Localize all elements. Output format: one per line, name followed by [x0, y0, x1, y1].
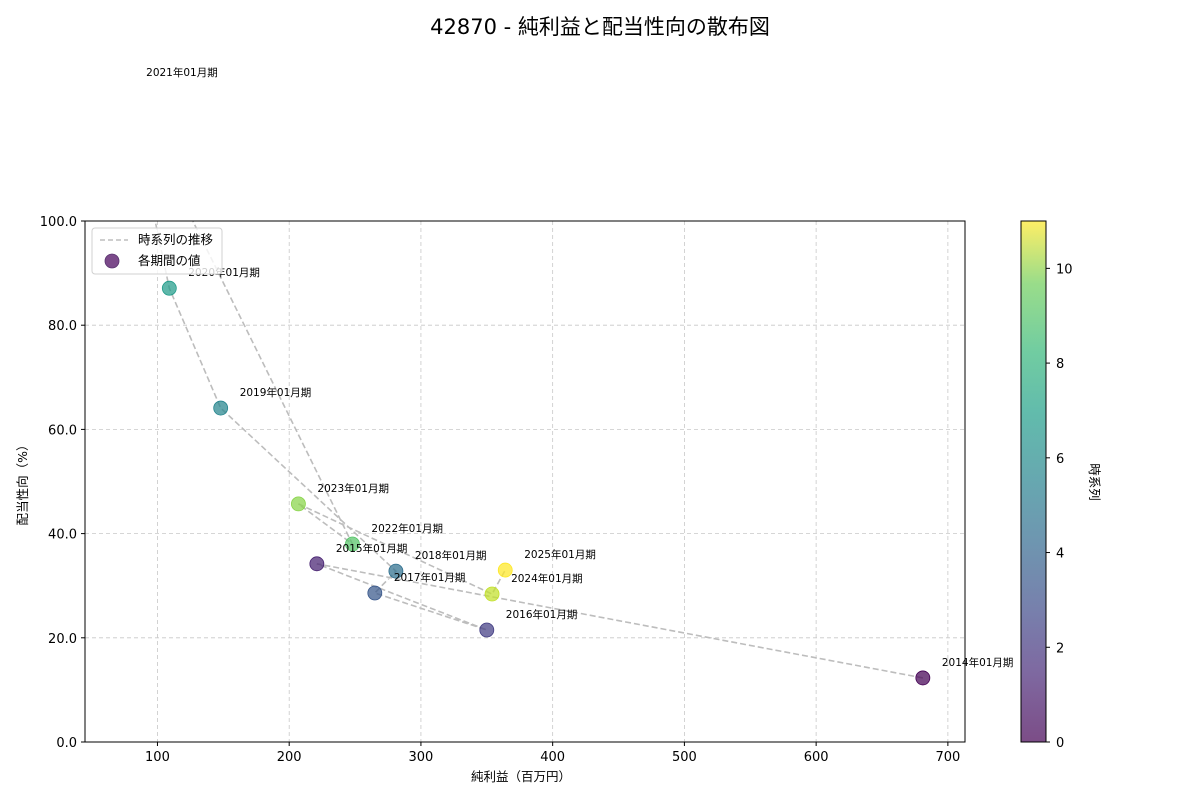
y-tick-label: 20.0	[48, 632, 77, 647]
y-tick-label: 40.0	[48, 528, 77, 543]
colorbar: 0 2 4 6 8 10 時系列	[1020, 220, 1102, 751]
colorbar-gradient	[1020, 220, 1047, 743]
data-point	[309, 556, 325, 572]
trend-polyline	[154, 221, 923, 679]
legend: 時系列の推移 各期間の値	[91, 227, 223, 275]
x-tick-label: 300	[409, 750, 434, 765]
data-point	[345, 536, 360, 552]
point-label: 2025年01月期	[524, 548, 596, 561]
colorbar-tick-label: 0	[1056, 736, 1064, 751]
point-label: 2016年01月期	[506, 608, 578, 621]
colorbar-tick-label: 8	[1056, 357, 1064, 372]
x-tick-label: 200	[277, 750, 302, 765]
x-tick-label: 400	[540, 750, 565, 765]
data-point	[497, 562, 513, 578]
colorbar-tick-label: 10	[1056, 262, 1073, 277]
time-series-line	[154, 221, 923, 679]
point-label: 2021年01月期	[146, 66, 218, 79]
legend-label-marker: 各期間の値	[138, 253, 201, 268]
x-tick-label: 700	[935, 750, 960, 765]
y-tick-label: 100.0	[40, 215, 77, 230]
data-point	[915, 670, 931, 686]
point-label: 2014年01月期	[942, 656, 1014, 669]
point-label: 2024年01月期	[511, 572, 583, 585]
point-label: 2019年01月期	[240, 386, 312, 399]
legend-label-line: 時系列の推移	[138, 232, 213, 247]
x-axis-ticks: 100 200 300 400 500 600 700	[145, 742, 960, 765]
y-tick-label: 0.0	[56, 736, 77, 751]
colorbar-label: 時系列	[1087, 463, 1102, 501]
data-point	[367, 585, 383, 601]
grid-lines	[85, 220, 965, 743]
x-tick-label: 100	[145, 750, 170, 765]
y-tick-label: 80.0	[48, 319, 77, 334]
chart-title: 42870 - 純利益と配当性向の散布図	[430, 15, 770, 39]
colorbar-tick-label: 2	[1056, 641, 1064, 656]
colorbar-ticks: 0 2 4 6 8 10	[1046, 262, 1073, 751]
data-point	[388, 563, 404, 579]
data-point	[479, 622, 495, 638]
data-point	[161, 280, 177, 296]
point-label: 2017年01月期	[394, 571, 466, 584]
point-label: 2023年01月期	[317, 482, 389, 495]
point-label: 2015年01月期	[336, 542, 408, 555]
point-annotations: 2014年01月期 2015年01月期 2016年01月期 2017年01月期 2018…	[146, 66, 1013, 669]
y-axis-ticks: 0.0 20.0 40.0 60.0 80.0 100.0	[40, 215, 85, 751]
point-label: 2018年01月期	[415, 549, 487, 562]
plot-area: 2014年01月期 2015年01月期 2016年01月期 2017年01月期 2018…	[40, 66, 1014, 765]
data-points	[161, 280, 931, 686]
colorbar-tick-label: 6	[1056, 452, 1064, 467]
data-point	[484, 586, 500, 602]
legend-marker-icon	[104, 253, 120, 269]
x-tick-label: 500	[672, 750, 697, 765]
data-point	[213, 400, 229, 416]
data-point	[291, 496, 306, 512]
colorbar-tick-label: 4	[1056, 547, 1064, 562]
y-tick-label: 60.0	[48, 423, 77, 438]
y-axis-label: 配当性向（%）	[15, 439, 30, 526]
plot-frame	[84, 220, 966, 743]
point-label: 2022年01月期	[371, 522, 443, 535]
x-axis-label: 純利益（百万円）	[471, 769, 571, 784]
x-tick-label: 600	[804, 750, 829, 765]
